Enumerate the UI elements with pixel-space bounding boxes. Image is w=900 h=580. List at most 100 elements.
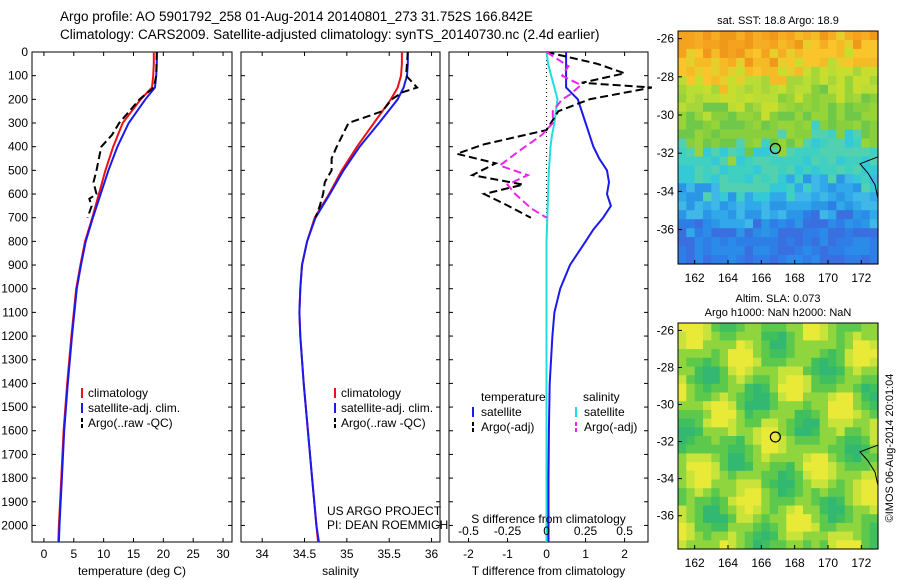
map-cell <box>794 66 804 77</box>
map-cell <box>819 401 829 411</box>
map-cell <box>703 165 712 175</box>
map-cell <box>794 427 804 437</box>
map-cell <box>836 383 846 394</box>
map-cell <box>703 93 712 104</box>
map-cell <box>744 138 754 149</box>
map-cell <box>719 488 729 498</box>
map-cell <box>853 323 862 333</box>
map-cell <box>836 505 846 515</box>
map-cell <box>811 323 821 333</box>
map-cell <box>778 444 787 454</box>
map-cell <box>869 427 879 437</box>
map-cell <box>769 392 779 402</box>
map-cell <box>811 401 821 411</box>
map-cell <box>861 331 871 341</box>
map-cell <box>836 210 846 220</box>
map-cell <box>736 102 746 113</box>
map-cell <box>836 174 846 184</box>
map-cell <box>828 120 837 131</box>
map-cell <box>744 436 754 446</box>
map-y-tick-label: -34 <box>657 472 675 486</box>
map-cell <box>828 102 837 113</box>
legend-label: climatology <box>88 386 148 400</box>
map-cell <box>828 210 837 220</box>
map-cell <box>836 357 846 368</box>
map-cell <box>811 357 821 368</box>
x-axis-label: temperature (deg C) <box>78 564 186 578</box>
map-cell <box>703 409 712 420</box>
map-cell <box>794 219 804 229</box>
map-cell <box>869 496 879 507</box>
map-cell <box>728 436 737 446</box>
x-tick-label: 0 <box>543 547 550 561</box>
map-cell <box>811 383 821 394</box>
map-cell <box>703 228 712 238</box>
map-cell <box>844 129 854 140</box>
map-cell <box>869 418 879 428</box>
map-cell <box>786 479 796 489</box>
map-cell <box>719 84 729 95</box>
map-cell <box>786 331 796 341</box>
map-cell <box>753 147 762 158</box>
map-cell <box>769 129 779 140</box>
map-cell <box>869 201 879 211</box>
depth-tick-label: 1700 <box>1 447 28 461</box>
map-cell <box>678 444 687 454</box>
map-y-tick-label: -26 <box>657 323 675 337</box>
map-cell <box>761 340 771 350</box>
map-cell <box>819 409 829 420</box>
map-cell <box>761 349 771 359</box>
map-cell <box>719 409 729 420</box>
map-cell <box>853 210 862 220</box>
map-cell <box>778 488 787 498</box>
map-cell <box>819 366 829 376</box>
map-cell <box>861 147 871 158</box>
map-cell <box>736 147 746 158</box>
map-cell <box>719 102 729 113</box>
map-cell <box>794 237 804 247</box>
legend-label: satellite-adj. clim. <box>88 401 180 415</box>
map-cell <box>744 357 754 368</box>
map-cell <box>753 40 762 50</box>
map-cell <box>794 331 804 341</box>
map-cell <box>719 93 729 104</box>
map-cell <box>836 514 846 524</box>
map-cell <box>753 174 762 184</box>
map-cell <box>869 66 879 77</box>
map-cell <box>853 505 862 515</box>
depth-tick-label: 600 <box>8 187 28 201</box>
map-cell <box>694 453 704 463</box>
map-cell <box>769 349 779 359</box>
map-cell <box>744 375 754 385</box>
map-cell <box>819 57 829 68</box>
map-cell <box>778 496 787 507</box>
map-cell <box>728 357 737 368</box>
x-tick-label: 2 <box>621 547 628 561</box>
map-cell <box>736 436 746 446</box>
map-cell <box>844 479 854 489</box>
map-cell <box>828 111 837 122</box>
map-cell <box>711 514 721 524</box>
map-cell <box>869 462 879 472</box>
map-cell <box>728 444 737 454</box>
map-cell <box>828 331 837 341</box>
map-cell <box>761 210 771 220</box>
map-cell <box>736 111 746 122</box>
map-cell <box>686 331 696 341</box>
map-cell <box>861 383 871 394</box>
x-tick-label: 34 <box>255 547 269 561</box>
map-cell <box>861 201 871 211</box>
map-cell <box>703 102 712 113</box>
map-cell <box>778 165 787 175</box>
map-cell <box>719 392 729 402</box>
map-cell <box>803 138 812 149</box>
map-cell <box>794 156 804 167</box>
map-cell <box>728 147 737 158</box>
map-cell <box>869 120 879 131</box>
map-cell <box>794 409 804 420</box>
map-cell <box>819 505 829 515</box>
map-cell <box>736 40 746 50</box>
map-cell <box>694 75 704 86</box>
map-cell <box>861 479 871 489</box>
